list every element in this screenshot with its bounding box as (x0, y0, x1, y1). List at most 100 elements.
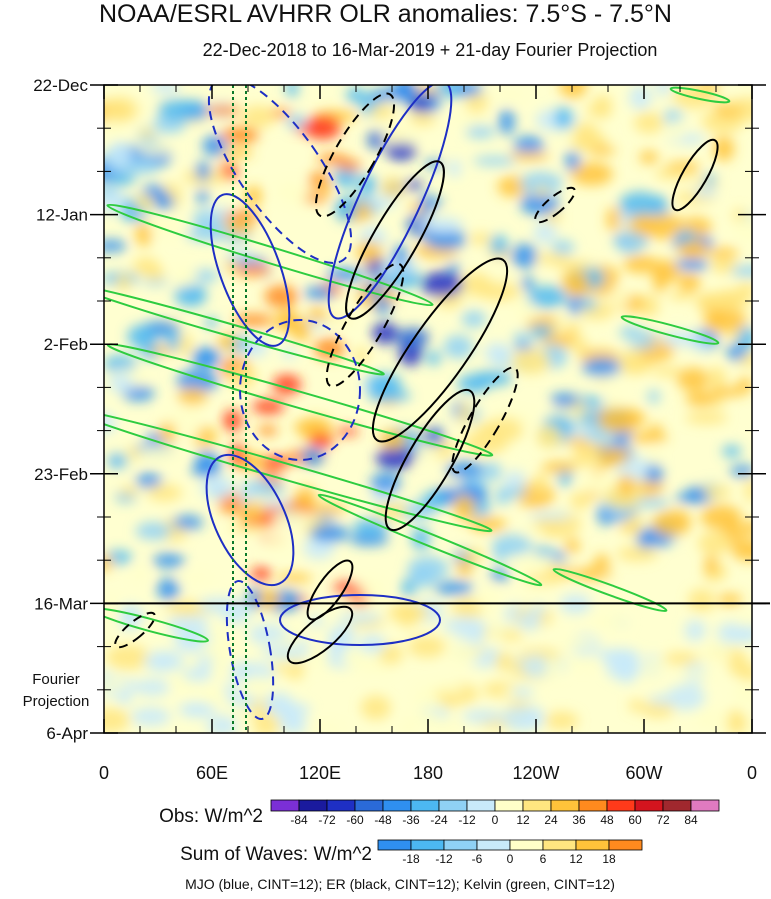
waves-colorbar-tick: -12 (435, 852, 453, 866)
anomaly-patch (106, 644, 150, 670)
anomaly-patch (353, 518, 389, 537)
anomaly-patch (235, 264, 272, 277)
anomaly-patch (295, 486, 316, 505)
obs-colorbar-swatch (634, 799, 664, 812)
er-contour (384, 388, 476, 532)
anomaly-patch (443, 335, 474, 359)
waves-colorbar-swatch (377, 839, 412, 851)
anomaly-patch (224, 704, 250, 721)
anomaly-patch (736, 616, 752, 629)
anomaly-patch (293, 125, 331, 134)
anomaly-patch (512, 348, 551, 375)
obs-colorbar-swatch (466, 799, 496, 812)
kelvin-contour (104, 407, 493, 533)
x-tick-label: 120E (299, 763, 341, 783)
anomaly-patch (461, 272, 493, 297)
waves-colorbar-swatch (443, 839, 478, 851)
anomaly-patch (110, 172, 136, 186)
anomaly-patch (518, 612, 541, 631)
anomaly-patch (722, 445, 742, 458)
anomaly-patch (646, 463, 663, 484)
anomaly-patch (469, 626, 484, 644)
y-tick-label: 22-Dec (33, 76, 88, 95)
anomaly-patch (649, 424, 663, 434)
anomaly-patch (138, 445, 181, 462)
anomaly-patch (744, 477, 752, 503)
obs-colorbar-swatch (382, 799, 412, 812)
x-tick-label: 60W (625, 763, 662, 783)
anomaly-patch (731, 216, 752, 242)
x-tick-label: 0 (99, 763, 109, 783)
anomaly-patch (675, 230, 696, 244)
obs-colorbar-tick: -12 (458, 813, 476, 827)
anomaly-patch (241, 105, 275, 129)
anomaly-patch (307, 307, 327, 322)
obs-colorbar-tick: -48 (374, 813, 392, 827)
anomaly-patch (104, 707, 131, 733)
anomaly-patch (396, 327, 430, 348)
anomaly-patch (527, 285, 568, 308)
anomaly-patch (134, 679, 170, 696)
kelvin-contour (620, 315, 720, 345)
anomaly-patch (453, 85, 483, 97)
anomaly-patch (195, 161, 211, 181)
anomaly-patch (200, 476, 235, 499)
anomaly-patch (385, 139, 416, 161)
anomaly-patch (104, 97, 139, 123)
obs-colorbar-swatch (494, 799, 524, 812)
anomaly-patch (737, 664, 752, 682)
anomaly-patch (224, 220, 254, 236)
anomaly-patch (678, 272, 701, 293)
anomaly-patch (728, 627, 752, 643)
anomaly-patch (570, 162, 613, 186)
anomaly-patch (304, 286, 335, 300)
anomaly-patch (286, 114, 308, 130)
anomaly-patch (120, 158, 160, 175)
waves-colorbar-swatch (608, 839, 643, 851)
obs-colorbar-swatch (662, 799, 692, 812)
anomaly-patch (369, 104, 395, 119)
anomaly-patch (698, 640, 733, 665)
anomaly-patch (655, 85, 672, 96)
projection-label: Projection (23, 693, 90, 710)
anomaly-patch (461, 310, 486, 328)
anomaly-patch (195, 450, 220, 475)
anomaly-patch (552, 399, 578, 408)
anomaly-patch (583, 299, 597, 310)
anomaly-patch (688, 588, 716, 612)
anomaly-patch (326, 268, 364, 282)
anomaly-patch (229, 523, 268, 532)
waves-colorbar-swatch (542, 839, 577, 851)
anomaly-patch (308, 433, 334, 449)
anomaly-patch (731, 713, 748, 733)
anomaly-patch (677, 367, 710, 391)
anomaly-patch (139, 128, 155, 139)
anomaly-patch (184, 705, 215, 716)
anomaly-patch (408, 635, 446, 658)
obs-colorbar-tick: 72 (656, 813, 670, 827)
y-tick-label: 23-Feb (34, 465, 88, 484)
anomaly-patch (484, 342, 512, 365)
anomaly-patch (443, 477, 461, 487)
anomaly-patch (135, 473, 162, 488)
anomaly-patch (647, 389, 660, 404)
anomaly-patch (551, 240, 575, 256)
anomaly-patch (177, 387, 208, 406)
anomaly-patch (626, 514, 643, 538)
er-contour (371, 257, 509, 443)
anomaly-patch (529, 511, 572, 521)
anomaly-patch (432, 682, 464, 694)
anomaly-patch (521, 655, 550, 678)
anomaly-patch (512, 554, 554, 576)
anomaly-patch (685, 486, 708, 502)
anomaly-patch (157, 578, 180, 601)
anomaly-patch (290, 318, 312, 342)
anomaly-patch (597, 649, 640, 663)
anomaly-patch (209, 656, 228, 680)
waves-colorbar-title: Sum of Waves: W/m^2 (180, 844, 372, 865)
anomaly-patch (152, 553, 185, 568)
anomaly-patch (174, 283, 207, 307)
anomaly-patch (520, 193, 559, 216)
anomaly-patch (561, 270, 590, 296)
